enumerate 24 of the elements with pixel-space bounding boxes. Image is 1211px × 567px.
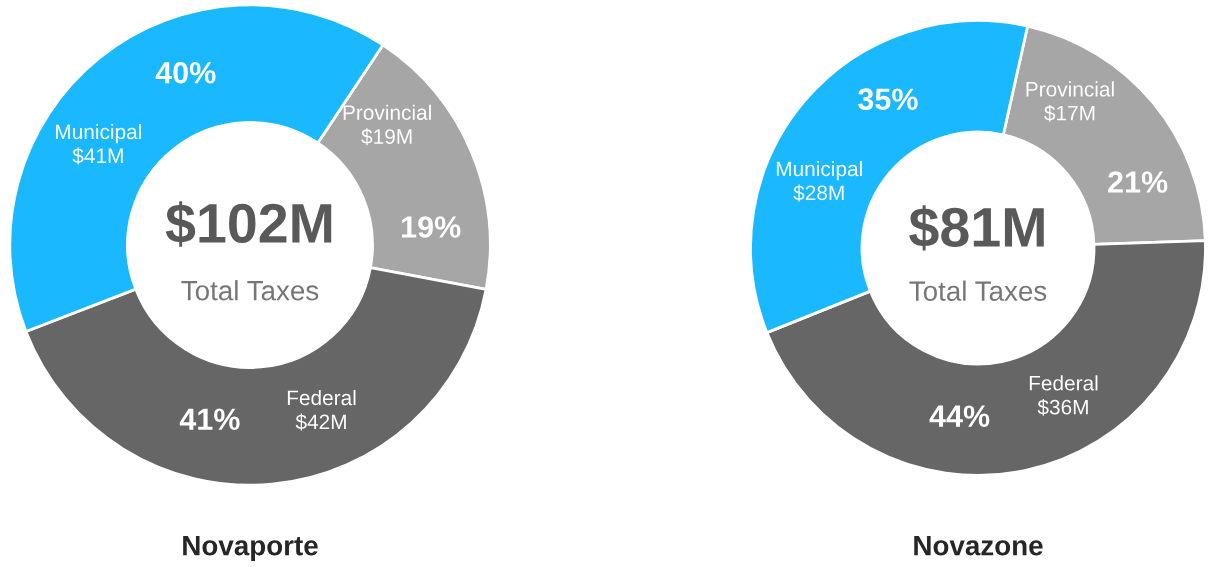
slice-label: Municipal <box>776 160 862 181</box>
data-label: $17M <box>1044 104 1095 122</box>
text: $102M <box>165 201 332 247</box>
text: 21% <box>1108 171 1168 193</box>
text: 19% <box>402 216 461 238</box>
text: Novazone <box>914 536 1043 556</box>
text: Total Taxes <box>181 280 319 301</box>
text: $81M <box>909 205 1044 251</box>
slice-label: Federal <box>287 389 356 406</box>
text: 41% <box>179 408 240 430</box>
data-label: $19M <box>361 128 412 146</box>
text: Total Taxes <box>909 280 1047 301</box>
slice-label: Municipal <box>56 123 141 144</box>
data-label: $36M <box>1037 398 1088 416</box>
text: 35% <box>858 88 918 111</box>
data-label: $42M <box>295 413 346 431</box>
data-label: $41M <box>72 147 123 165</box>
data-label: $28M <box>793 184 844 202</box>
text: 40% <box>155 61 216 84</box>
slice-label: Provincial <box>1026 81 1114 97</box>
slice-label: Federal <box>1029 375 1098 391</box>
slice-label: Provincial <box>343 104 431 120</box>
text: 44% <box>929 405 990 427</box>
text: Novaporte <box>183 536 318 561</box>
